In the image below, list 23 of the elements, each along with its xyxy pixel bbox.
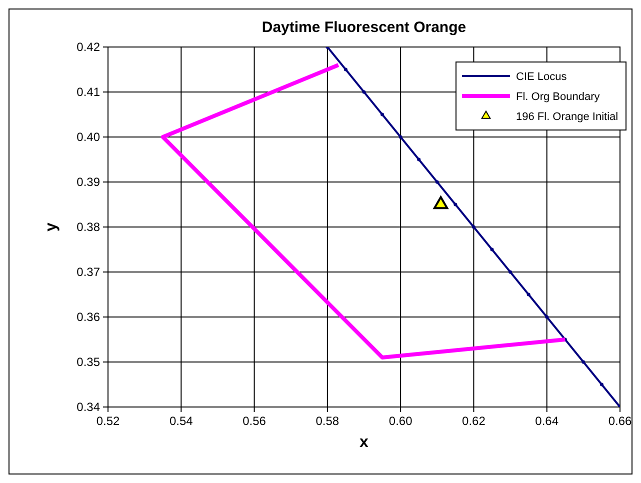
y-tick-label: 0.34 [76,400,100,414]
y-tick-label: 0.42 [76,40,100,54]
legend-label: CIE Locus [516,71,568,83]
y-axis-title: y [43,222,60,232]
y-tick-label: 0.37 [76,265,100,279]
x-tick-label: 0.54 [169,414,194,428]
x-tick-label: 0.60 [388,414,413,428]
y-tick-label: 0.38 [76,220,100,234]
x-tick-label: 0.52 [96,414,120,428]
y-tick-label: 0.41 [76,85,100,99]
legend-label: Fl. Org Boundary [516,91,600,103]
y-tick-label: 0.39 [76,175,100,189]
x-tick-label: 0.62 [462,414,486,428]
x-tick-label: 0.64 [535,414,559,428]
x-axis-title: x [360,434,369,451]
x-tick-label: 0.58 [316,414,340,428]
x-tick-label: 0.56 [242,414,266,428]
legend-label: 196 Fl. Orange Initial [516,111,618,123]
chart-title: Daytime Fluorescent Orange [262,19,466,36]
y-tick-label: 0.40 [76,130,100,144]
x-tick-label: 0.66 [608,414,632,428]
y-tick-label: 0.35 [76,355,100,369]
y-tick-label: 0.36 [76,310,100,324]
